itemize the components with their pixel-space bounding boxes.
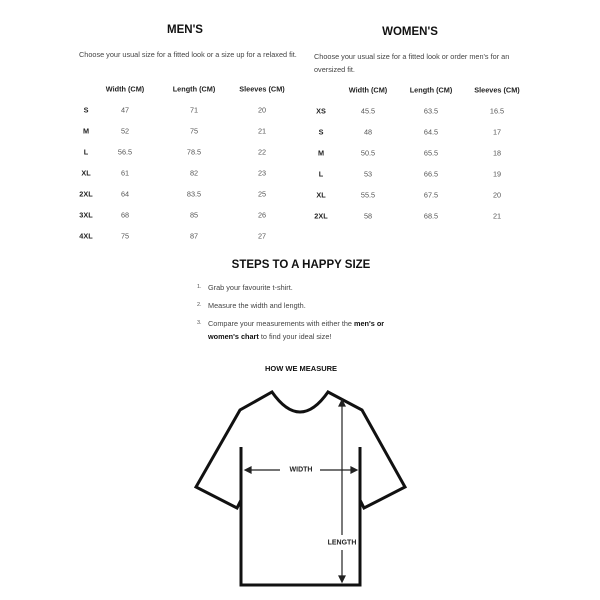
column-header: Sleeves (CM) [239, 84, 285, 94]
steps-title: STEPS TO A HAPPY SIZE [231, 259, 371, 271]
measurement-cell: 85 [189, 210, 199, 220]
measurement-cell: 25 [257, 189, 267, 199]
tshirt-outline [193, 390, 408, 587]
measurement-cell: 52 [120, 126, 130, 136]
step-text: Compare your measurements with either th… [208, 319, 355, 328]
size-label: XL [316, 190, 326, 200]
measurement-cell: 75 [189, 126, 199, 136]
measurement-cell: 71 [189, 105, 199, 115]
size-label: M [82, 126, 90, 136]
womens-title: WOMEN'S [382, 26, 438, 38]
measurement-cell: 75 [120, 231, 130, 241]
size-label: 2XL [79, 189, 93, 199]
measurement-cell: 50.5 [360, 148, 376, 158]
measurement-cell: 64.5 [423, 127, 439, 137]
measurement-cell: 68.5 [423, 211, 439, 221]
step-bold: women's chart [208, 332, 259, 341]
step-item: Compare your measurements with either th… [208, 317, 428, 343]
how-we-measure-title: HOW WE MEASURE [264, 364, 338, 373]
measurement-cell: 47 [120, 105, 130, 115]
measurement-cell: 61 [120, 168, 130, 178]
measurement-cell: 19 [492, 169, 502, 179]
width-label: WIDTH [289, 466, 313, 474]
step-item: Measure the width and length. [208, 301, 306, 310]
measurement-cell: 63.5 [423, 106, 439, 116]
measurement-cell: 58 [363, 211, 373, 221]
length-label: LENGTH [327, 539, 357, 547]
measurement-cell: 27 [257, 231, 267, 241]
measurement-cell: 21 [492, 211, 502, 221]
measurement-cell: 21 [257, 126, 267, 136]
step-number: 1. [197, 284, 202, 290]
size-label: XS [316, 106, 326, 116]
mens-title: MEN'S [167, 24, 203, 36]
measurement-cell: 65.5 [423, 148, 439, 158]
size-label: S [83, 105, 89, 115]
measurement-cell: 64 [120, 189, 130, 199]
measurement-cell: 18 [492, 148, 502, 158]
size-label: XL [81, 168, 91, 178]
length-arrow [338, 398, 346, 584]
size-label: 3XL [79, 210, 93, 220]
step-item: Grab your favourite t-shirt. [208, 283, 293, 292]
step-number: 3. [197, 320, 202, 326]
width-arrow [243, 466, 359, 474]
womens-description: Choose your usual size for a fitted look… [314, 52, 510, 74]
measurement-cell: 78.5 [186, 147, 202, 157]
measurement-cell: 26 [257, 210, 267, 220]
size-label: M [317, 148, 325, 158]
measurement-cell: 56.5 [117, 147, 133, 157]
measurement-cell: 45.5 [360, 106, 376, 116]
measurement-cell: 20 [257, 105, 267, 115]
measurement-cell: 67.5 [423, 190, 439, 200]
column-header: Length (CM) [409, 85, 453, 95]
size-label: L [83, 147, 89, 157]
measurement-cell: 48 [363, 127, 373, 137]
column-header: Width (CM) [348, 85, 388, 95]
measurement-cell: 22 [257, 147, 267, 157]
size-label: L [318, 169, 324, 179]
step-number: 2. [197, 302, 202, 308]
size-label: 2XL [314, 211, 328, 221]
measurement-cell: 23 [257, 168, 267, 178]
measurement-cell: 17 [492, 127, 502, 137]
step-text: to find your ideal size! [258, 332, 332, 341]
measurement-cell: 83.5 [186, 189, 202, 199]
step-bold: men's or [354, 319, 385, 328]
size-label: 4XL [79, 231, 93, 241]
measurement-cell: 53 [363, 169, 373, 179]
measurement-cell: 20 [492, 190, 502, 200]
measurement-cell: 16.5 [489, 106, 505, 116]
column-header: Sleeves (CM) [474, 85, 520, 95]
mens-description: Choose your usual size for a fitted look… [79, 50, 297, 59]
size-label: S [318, 127, 324, 137]
measurement-cell: 55.5 [360, 190, 376, 200]
column-header: Width (CM) [105, 84, 145, 94]
measurement-cell: 87 [189, 231, 199, 241]
measurement-cell: 68 [120, 210, 130, 220]
measurement-cell: 66.5 [423, 169, 439, 179]
column-header: Length (CM) [172, 84, 216, 94]
measurement-cell: 82 [189, 168, 199, 178]
